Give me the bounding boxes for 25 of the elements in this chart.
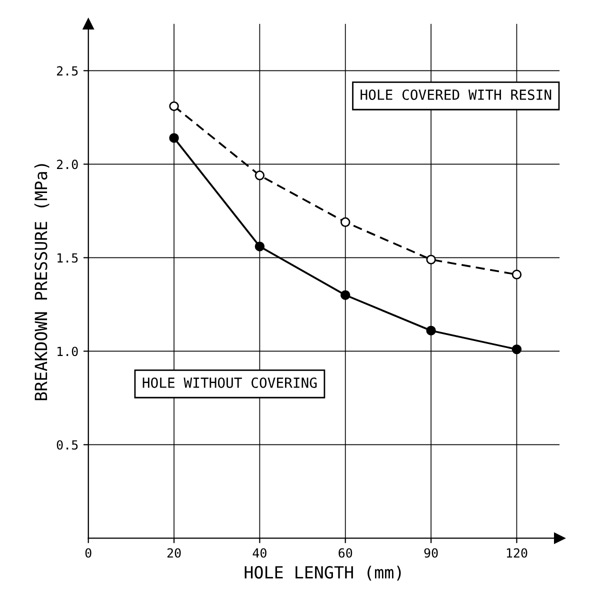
x-tick-label: 120 (506, 548, 528, 558)
point (426, 326, 436, 336)
x-tick-label: 90 (424, 548, 438, 558)
point (169, 101, 179, 112)
point (340, 290, 350, 300)
point (426, 254, 436, 264)
y-tick-label: 2.5 (56, 66, 78, 76)
text: HOLE COVERED WITH RESIN (360, 89, 552, 100)
point (169, 133, 179, 143)
y-tick-label: 1.5 (58, 253, 78, 263)
y-tick-label: 2.0 (56, 160, 78, 170)
y-tick-label: 1.0 (58, 346, 78, 356)
point (254, 170, 265, 180)
x-tick-label: 20 (167, 548, 181, 558)
x-tick-label: 40 (252, 548, 266, 558)
x-tick-label: 60 (338, 548, 352, 558)
y-axis-title: BREAKDOWN PRESSURE (MPa) (34, 164, 50, 400)
point (512, 270, 522, 280)
x-tick-label: 0 (85, 548, 92, 558)
x-axis-title: HOLE LENGTH (mm) (244, 566, 401, 581)
y-tick-label: 0.5 (56, 440, 78, 450)
text: HOLE WITHOUT COVERING (142, 377, 317, 388)
point (254, 242, 265, 252)
point (512, 344, 522, 354)
point (340, 217, 350, 228)
